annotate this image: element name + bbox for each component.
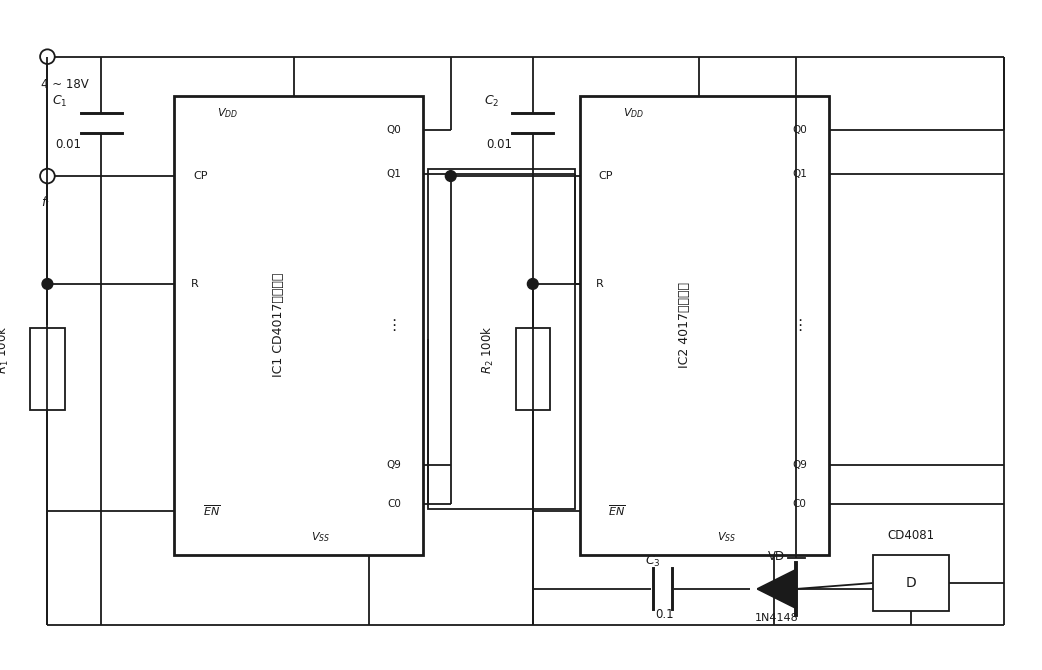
Text: Q1: Q1 [792, 169, 807, 179]
Bar [516, 328, 550, 410]
Text: $R_2$ 100k: $R_2$ 100k [479, 325, 496, 374]
Text: Q9: Q9 [387, 460, 401, 470]
Text: 0.1: 0.1 [655, 608, 674, 621]
Text: $V_{DD}$: $V_{DD}$ [218, 107, 239, 120]
Text: $f_i$: $f_i$ [41, 196, 49, 212]
Circle shape [527, 279, 538, 289]
Text: ⋮: ⋮ [387, 318, 402, 333]
Text: $R_1$ 100k: $R_1$ 100k [0, 325, 10, 374]
Text: IC2 4017（十位）: IC2 4017（十位） [677, 282, 691, 368]
Bar [579, 96, 828, 555]
Text: $V_{SS}$: $V_{SS}$ [717, 530, 736, 544]
Text: ⋮: ⋮ [792, 318, 807, 333]
Text: R: R [596, 279, 604, 289]
Text: $\overline{EN}$: $\overline{EN}$ [203, 504, 220, 519]
Text: VD: VD [768, 550, 786, 563]
Text: IC1 CD4017（个位）: IC1 CD4017（个位） [272, 273, 286, 377]
Text: $V_{SS}$: $V_{SS}$ [312, 530, 330, 544]
Circle shape [445, 171, 456, 182]
Text: CD4081: CD4081 [887, 529, 935, 542]
Text: D: D [905, 576, 916, 590]
Text: $C_2$: $C_2$ [485, 94, 499, 109]
Text: 0.01: 0.01 [487, 138, 513, 151]
Text: $C_3$: $C_3$ [645, 554, 661, 569]
Bar [30, 328, 65, 410]
Bar [174, 96, 423, 555]
Polygon shape [758, 570, 796, 608]
Text: R: R [191, 279, 199, 289]
Text: Q0: Q0 [792, 125, 807, 135]
Text: CP: CP [599, 171, 614, 181]
Bar [428, 169, 575, 509]
Text: Q9: Q9 [792, 460, 807, 470]
Text: $V_{DD}$: $V_{DD}$ [623, 107, 644, 120]
Text: 1N4148: 1N4148 [755, 613, 799, 623]
Text: 4 ~ 18V: 4 ~ 18V [41, 78, 89, 90]
Text: C0: C0 [793, 499, 807, 509]
Text: CP: CP [194, 171, 208, 181]
Text: 0.01: 0.01 [55, 138, 81, 151]
Text: $C_1$: $C_1$ [52, 94, 68, 109]
Text: Q1: Q1 [387, 169, 401, 179]
Text: C0: C0 [388, 499, 401, 509]
Text: Q0: Q0 [387, 125, 401, 135]
Text: $\overline{EN}$: $\overline{EN}$ [609, 504, 625, 519]
Circle shape [42, 279, 53, 289]
Bar [872, 555, 949, 612]
